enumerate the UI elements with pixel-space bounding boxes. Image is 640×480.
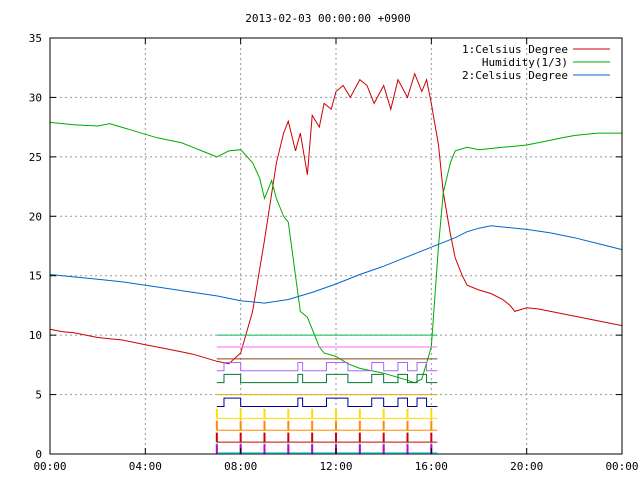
- series-line-1: [49, 72, 623, 365]
- series-layer: [49, 72, 623, 384]
- x-tick-label: 12:00: [319, 460, 352, 473]
- y-tick-label: 25: [29, 151, 42, 164]
- x-tick-label: 16:00: [415, 460, 448, 473]
- y-tick-label: 0: [35, 448, 42, 461]
- x-tick-label: 00:00: [605, 460, 638, 473]
- series-line-2: [49, 121, 622, 384]
- axis-tick-labels: 00:00 04:00 08:00 12:00 16:00 20:00 00:0005101…: [29, 32, 639, 473]
- series-line-3: [49, 225, 623, 304]
- chart-title: 2013-02-03 00:00:00 +0900: [245, 12, 411, 25]
- y-tick-label: 20: [29, 210, 42, 223]
- y-tick-label: 10: [29, 329, 42, 342]
- legend-label-1: 1:Celsius Degree: [462, 43, 568, 56]
- x-tick-label: 04:00: [129, 460, 162, 473]
- grid: [50, 38, 622, 454]
- status-rows: [215, 334, 438, 455]
- status-row-5: [216, 373, 438, 384]
- legend-label-3: 2:Celsius Degree: [462, 69, 568, 82]
- plot-frame: [49, 37, 623, 455]
- y-tick-label: 5: [35, 389, 42, 402]
- y-tick-label: 35: [29, 32, 42, 45]
- x-tick-label: 20:00: [510, 460, 543, 473]
- x-tick-label: 00:00: [33, 460, 66, 473]
- status-row-4: [216, 361, 438, 372]
- status-row-7: [216, 397, 438, 407]
- y-tick-label: 30: [29, 91, 42, 104]
- x-tick-label: 08:00: [224, 460, 257, 473]
- legend-label-2: Humidity(1/3): [482, 56, 568, 69]
- y-tick-label: 15: [29, 270, 42, 283]
